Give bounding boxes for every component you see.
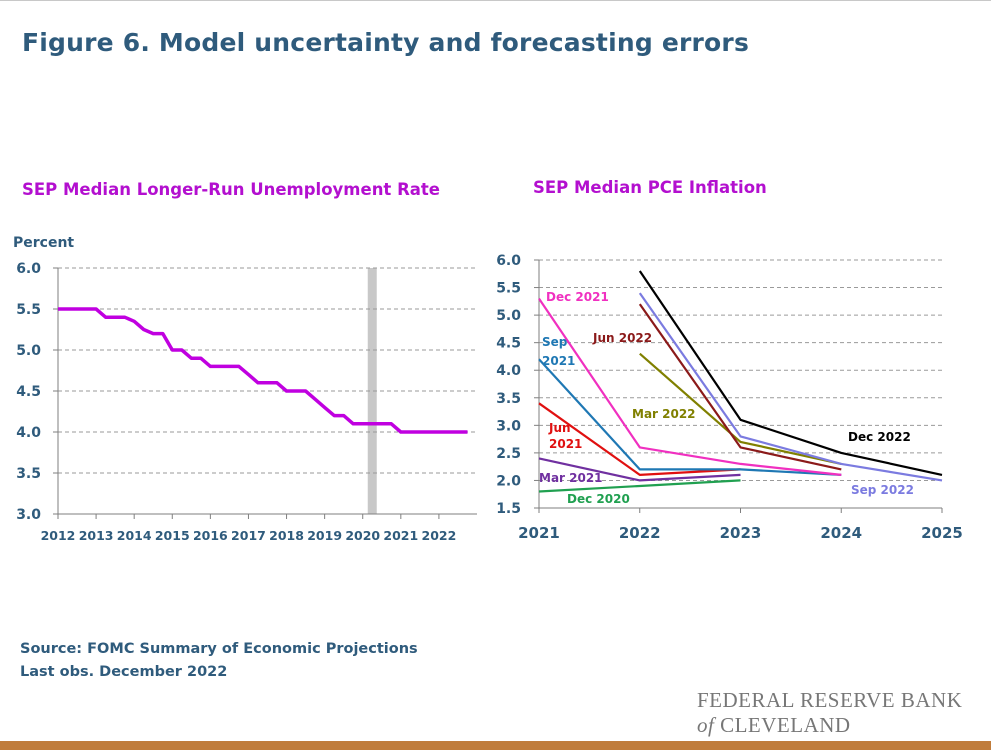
y-tick-label: 4.0: [496, 363, 521, 379]
x-tick-label: 2021: [383, 528, 418, 543]
x-tick-label: 2023: [720, 524, 762, 542]
inflation-chart: 1.5 2.0 2.5 3.0 3.5 4.0 4.5 5.0 5.5 6.0 2021 2022 20…: [496, 253, 963, 542]
x-tick-label: 2022: [619, 524, 661, 542]
y-axis-label: Percent: [13, 235, 74, 251]
x-tick-label: 2021: [518, 524, 560, 542]
x-tick-label: 2013: [79, 528, 114, 543]
y-tick-label: 6.0: [496, 253, 521, 269]
series-line-jun-2022: [638, 303, 842, 471]
series-line-dec-2021: [538, 297, 842, 476]
series-line-dec-2022: [638, 270, 943, 476]
series-label: 2021: [549, 437, 582, 451]
series-label: Dec 2020: [567, 492, 630, 506]
unemployment-line: [58, 307, 468, 434]
series-line-jun-2021: [538, 402, 741, 476]
series-label: Dec 2022: [848, 430, 911, 444]
x-tick-label: 2024: [820, 524, 862, 542]
y-tick-label: 5.0: [496, 308, 521, 324]
y-tick-label: 4.5: [496, 336, 521, 352]
series-line-sep-2022: [638, 292, 943, 482]
series-label: Mar 2022: [632, 407, 696, 421]
y-tick-label: 3.5: [496, 391, 521, 407]
y-tick-label: 6.0: [16, 261, 41, 277]
series-label: 2021: [542, 354, 575, 368]
series-line-mar-2022: [639, 352, 842, 465]
logo-line2: of CLEVELAND: [697, 713, 962, 738]
x-tick-label: 2020: [345, 528, 380, 543]
y-tick-label: 1.5: [496, 501, 521, 517]
series-label: Dec 2021: [546, 290, 609, 304]
y-tick-label: 3.5: [16, 466, 41, 482]
source-line: Source: FOMC Summary of Economic Project…: [20, 641, 418, 657]
y-tick-label: 2.5: [496, 446, 521, 462]
series-label: Jun: [548, 421, 571, 435]
y-tick-label: 4.0: [16, 425, 41, 441]
series-line-dec-2020: [538, 479, 741, 493]
series-label: Sep 2022: [851, 483, 914, 497]
x-tick-label: 2016: [193, 528, 228, 543]
series-label: Jun 2022: [592, 331, 652, 345]
y-tick-label: 3.0: [496, 418, 521, 434]
x-tick-label: 2025: [921, 524, 963, 542]
inflation-chart-title: SEP Median PCE Inflation: [533, 178, 767, 197]
top-border: [0, 0, 991, 1]
logo-of: of: [697, 713, 715, 737]
series-label: Sep: [542, 335, 568, 349]
y-tick-label: 5.5: [16, 302, 41, 318]
series-line-sep-2021: [538, 358, 842, 476]
y-tick-label: 3.0: [16, 507, 41, 523]
series-line-mar-2021: [538, 457, 741, 482]
bottom-bar: [0, 741, 991, 750]
frb-cleveland-logo: FEDERAL RESERVE BANK of CLEVELAND: [697, 688, 962, 738]
logo-city: CLEVELAND: [720, 713, 851, 737]
x-tick-label: 2015: [155, 528, 190, 543]
x-tick-label: 2019: [307, 528, 342, 543]
x-tick-label: 2022: [422, 528, 457, 543]
series-label: Mar 2021: [539, 471, 603, 485]
y-tick-label: 5.0: [16, 343, 41, 359]
x-tick-label: 2017: [231, 528, 266, 543]
y-tick-label: 5.5: [496, 281, 521, 297]
x-tick-label: 2014: [117, 528, 152, 543]
y-tick-label: 4.5: [16, 384, 41, 400]
page-title: Figure 6. Model uncertainty and forecast…: [22, 28, 750, 57]
x-tick-label: 2012: [41, 528, 76, 543]
last-obs-line: Last obs. December 2022: [20, 664, 228, 680]
shaded-band: [367, 268, 377, 514]
unemployment-chart-title: SEP Median Longer-Run Unemployment Rate: [22, 180, 440, 199]
source-note: Source: FOMC Summary of Economic Project…: [20, 638, 418, 684]
logo-line1: FEDERAL RESERVE BANK: [697, 688, 963, 712]
x-tick-label: 2018: [269, 528, 304, 543]
y-tick-label: 2.0: [496, 473, 521, 489]
